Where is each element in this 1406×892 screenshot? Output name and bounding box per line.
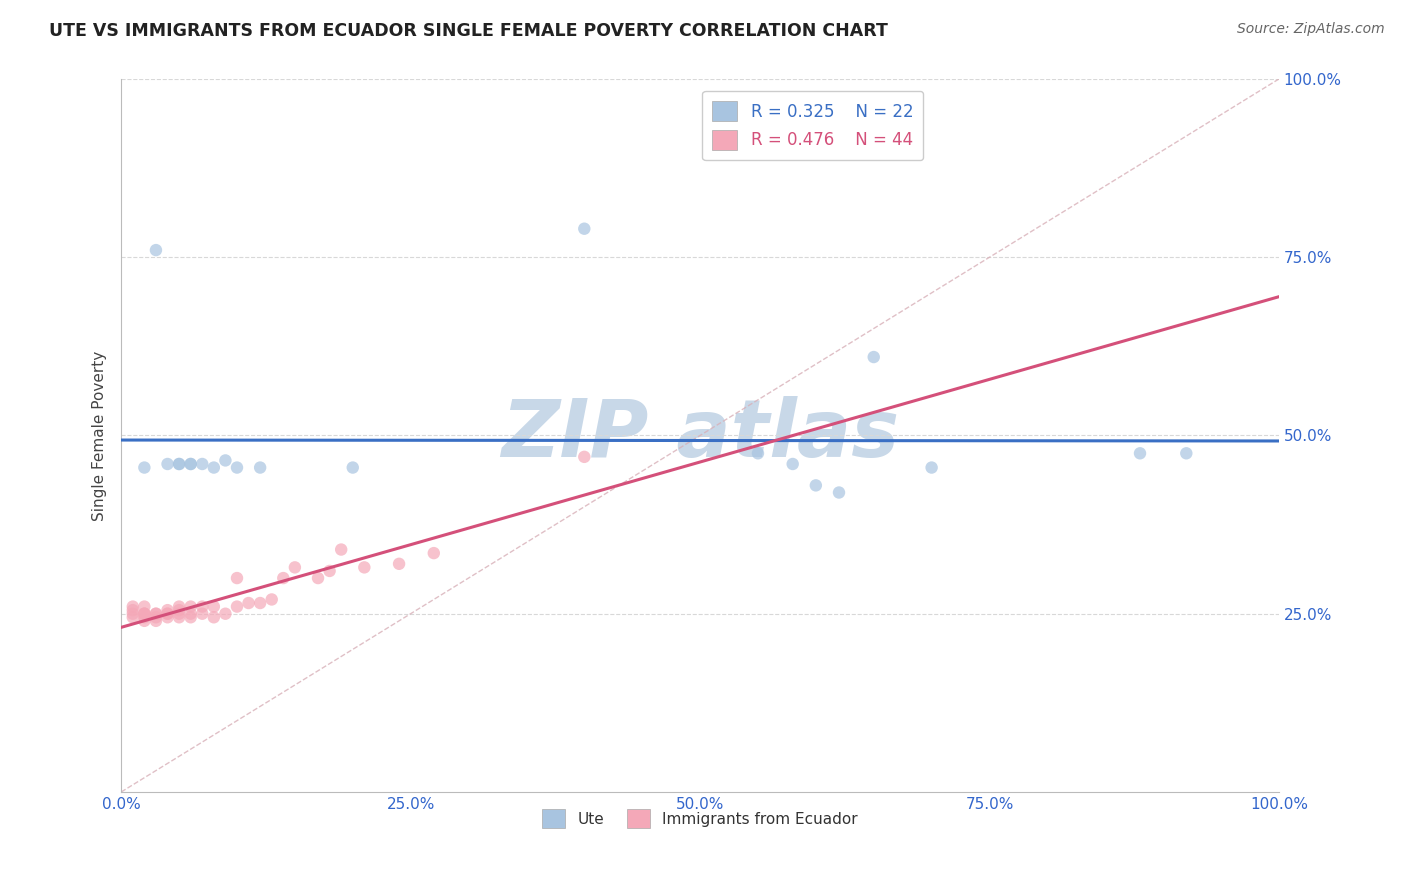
- Text: UTE VS IMMIGRANTS FROM ECUADOR SINGLE FEMALE POVERTY CORRELATION CHART: UTE VS IMMIGRANTS FROM ECUADOR SINGLE FE…: [49, 22, 889, 40]
- Point: [238, 596, 260, 610]
- Point: [121, 610, 143, 624]
- Y-axis label: Single Female Poverty: Single Female Poverty: [93, 351, 107, 521]
- Point: [307, 571, 329, 585]
- Point: [260, 592, 283, 607]
- Point: [167, 457, 190, 471]
- Point: [180, 607, 202, 621]
- Point: [828, 485, 851, 500]
- Point: [284, 560, 307, 574]
- Point: [121, 603, 143, 617]
- Point: [180, 599, 202, 614]
- Point: [191, 607, 214, 621]
- Legend: Ute, Immigrants from Ecuador: Ute, Immigrants from Ecuador: [536, 804, 863, 834]
- Point: [191, 599, 214, 614]
- Point: [353, 560, 375, 574]
- Point: [862, 350, 884, 364]
- Point: [747, 446, 769, 460]
- Point: [134, 460, 156, 475]
- Point: [134, 607, 156, 621]
- Point: [330, 542, 353, 557]
- Point: [214, 453, 236, 467]
- Point: [921, 460, 943, 475]
- Point: [574, 450, 596, 464]
- Point: [145, 607, 167, 621]
- Point: [121, 607, 143, 621]
- Point: [167, 457, 190, 471]
- Point: [804, 478, 827, 492]
- Point: [145, 243, 167, 257]
- Point: [226, 460, 249, 475]
- Point: [156, 610, 179, 624]
- Point: [156, 607, 179, 621]
- Point: [191, 457, 214, 471]
- Point: [202, 460, 225, 475]
- Point: [423, 546, 446, 560]
- Point: [167, 610, 190, 624]
- Point: [388, 557, 411, 571]
- Point: [134, 610, 156, 624]
- Point: [121, 599, 143, 614]
- Point: [782, 457, 804, 471]
- Point: [134, 607, 156, 621]
- Point: [226, 599, 249, 614]
- Text: Source: ZipAtlas.com: Source: ZipAtlas.com: [1237, 22, 1385, 37]
- Point: [342, 460, 364, 475]
- Point: [574, 221, 596, 235]
- Point: [180, 610, 202, 624]
- Point: [134, 607, 156, 621]
- Point: [145, 610, 167, 624]
- Point: [156, 607, 179, 621]
- Point: [1129, 446, 1152, 460]
- Point: [145, 614, 167, 628]
- Point: [180, 457, 202, 471]
- Point: [202, 599, 225, 614]
- Point: [180, 457, 202, 471]
- Point: [167, 603, 190, 617]
- Point: [134, 614, 156, 628]
- Point: [145, 607, 167, 621]
- Point: [318, 564, 340, 578]
- Point: [156, 603, 179, 617]
- Text: ZIP atlas: ZIP atlas: [501, 396, 898, 475]
- Point: [167, 607, 190, 621]
- Point: [1175, 446, 1198, 460]
- Point: [249, 460, 271, 475]
- Point: [226, 571, 249, 585]
- Point: [214, 607, 236, 621]
- Point: [249, 596, 271, 610]
- Point: [202, 610, 225, 624]
- Point: [167, 599, 190, 614]
- Point: [134, 599, 156, 614]
- Point: [156, 457, 179, 471]
- Point: [271, 571, 294, 585]
